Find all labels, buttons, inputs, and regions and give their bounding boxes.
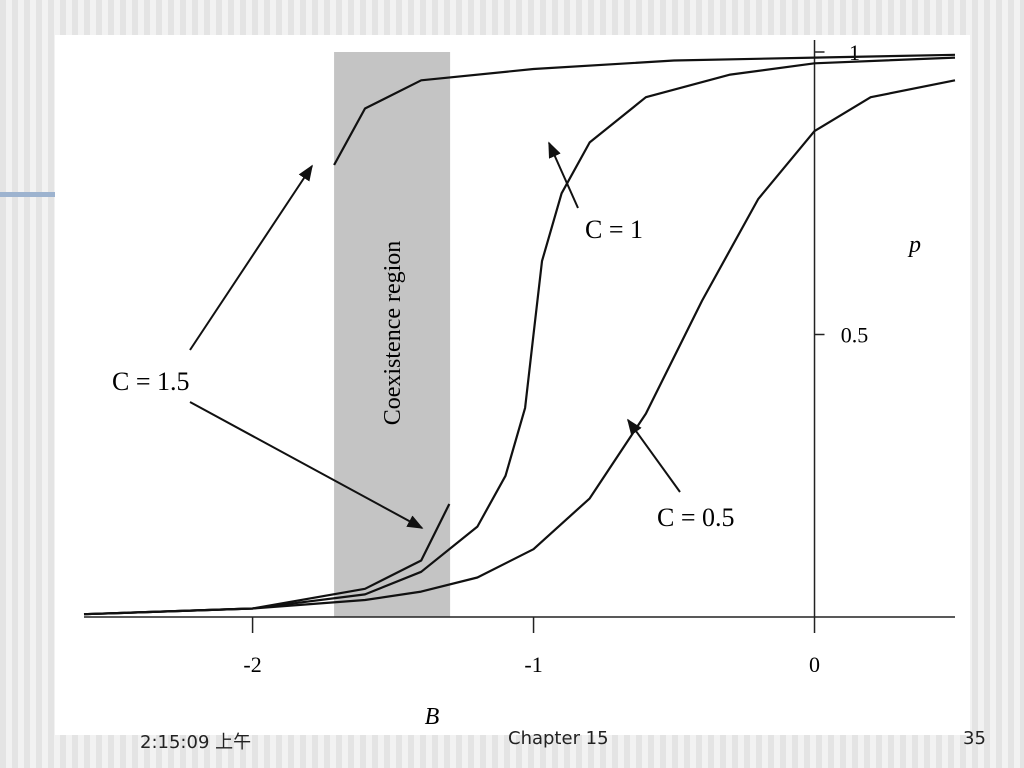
- x-tick-label: 0: [809, 652, 820, 677]
- region-label: Coexistence region: [380, 241, 406, 426]
- accent-bar: [0, 192, 62, 197]
- arrow: [189, 164, 313, 351]
- curve: [83, 53, 956, 616]
- arrow: [189, 401, 424, 529]
- y-axis-label: p: [907, 232, 921, 258]
- arrow: [548, 141, 579, 209]
- chart-background: [55, 35, 970, 735]
- x-axis-label: B: [425, 704, 440, 730]
- footer-title: Chapter 15: [508, 728, 609, 749]
- curve-label: C = 1.5: [112, 367, 190, 396]
- y-tick-label: 0.5: [841, 323, 869, 348]
- footer-time: 2:15:09 上午: [140, 732, 252, 753]
- curve: [83, 56, 956, 616]
- curve: [83, 79, 956, 616]
- x-tick-label: -1: [524, 652, 542, 677]
- coexistence-region: [334, 52, 451, 617]
- x-tick-label: -2: [243, 652, 261, 677]
- page-number: 35: [963, 728, 986, 749]
- arrow: [627, 418, 681, 493]
- curve-label: C = 1: [585, 215, 643, 244]
- curve-label: C = 0.5: [657, 503, 735, 532]
- y-tick-label: 1: [849, 40, 860, 65]
